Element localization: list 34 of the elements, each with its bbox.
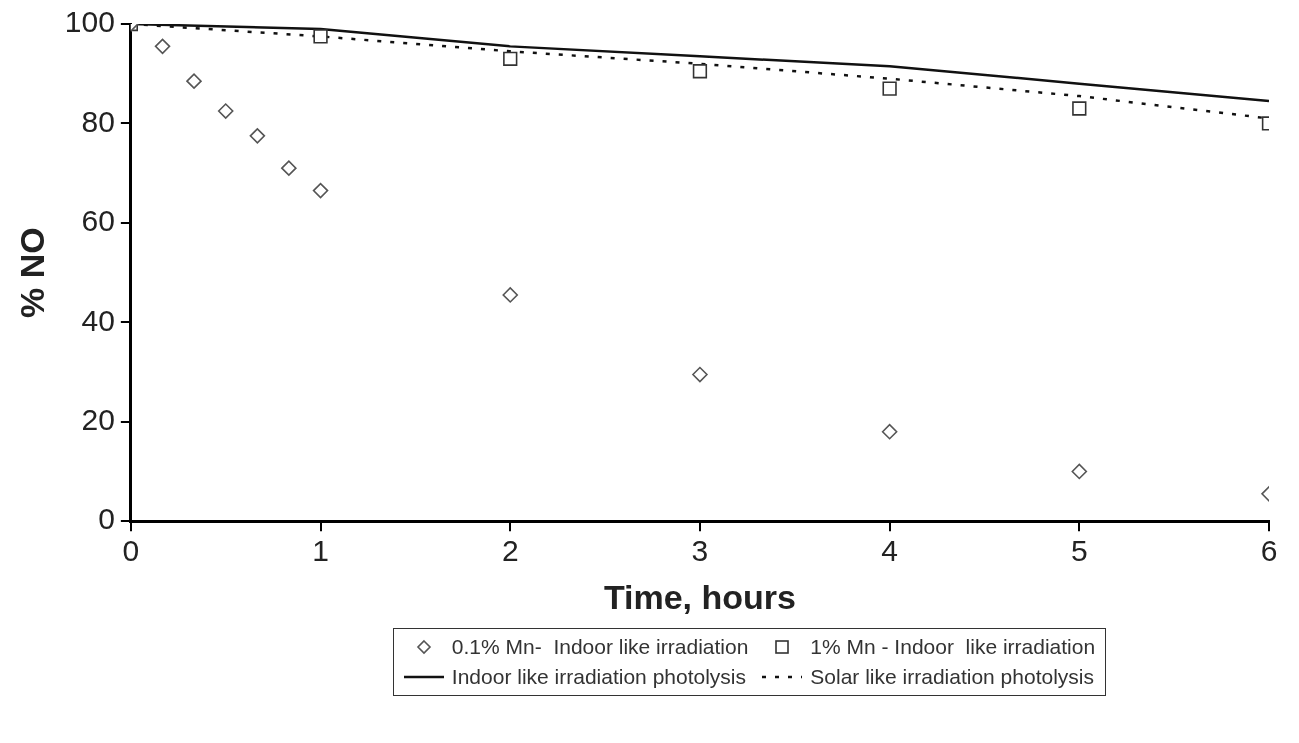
x-tick-label: 3 (691, 534, 709, 568)
point (186, 73, 202, 89)
legend-label: Indoor like irradiation photolysis (451, 665, 747, 689)
point (249, 128, 266, 144)
y-tick-label: 20 (81, 403, 115, 437)
y-tick-label: 100 (64, 5, 115, 39)
point (1071, 463, 1088, 480)
y-tick-label: 80 (81, 104, 115, 138)
point (313, 29, 328, 44)
point (503, 51, 518, 66)
y-tick-label: 0 (98, 502, 115, 536)
x-tick-label: 2 (501, 534, 519, 568)
point (881, 423, 898, 440)
point (217, 103, 234, 119)
y-tick-label: 40 (81, 303, 115, 337)
y-tick-label: 60 (81, 204, 115, 238)
x-axis-title: Time, hours (603, 577, 796, 616)
x-tick-label: 5 (1070, 534, 1088, 568)
x-tick-label: 1 (312, 534, 329, 568)
point (1072, 101, 1087, 116)
point (312, 182, 329, 199)
point (692, 64, 708, 79)
legend-label: Solar like irradiation photolysis (810, 665, 1094, 689)
x-tick-label: 4 (881, 534, 898, 568)
x-tick-label: 0 (122, 534, 140, 568)
point (154, 38, 171, 55)
x-tick-label: 6 (1260, 534, 1278, 568)
legend-label: 1% Mn - Indoor like irradiation (810, 635, 1096, 659)
point (281, 160, 297, 176)
legend-label: 0.1% Mn- Indoor like irradiation (451, 635, 749, 659)
point (502, 287, 519, 303)
y-axis-title: % NO (12, 227, 51, 318)
point (882, 81, 897, 96)
point (692, 366, 708, 383)
